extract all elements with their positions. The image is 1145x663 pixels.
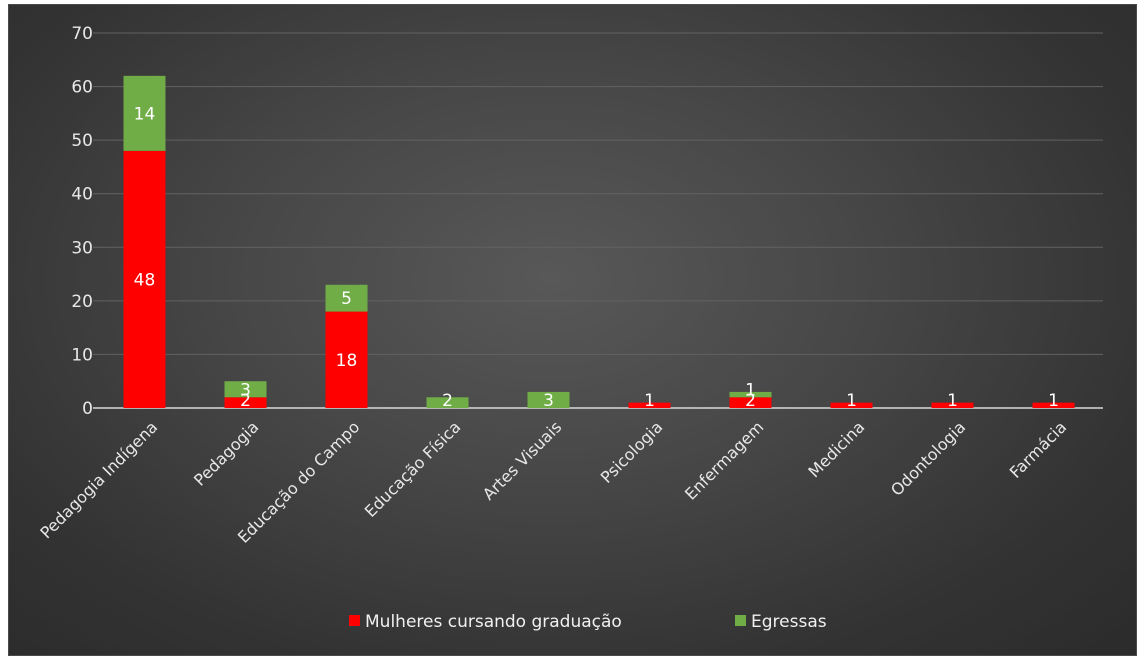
data-label: 2 bbox=[745, 391, 756, 411]
legend-label: Mulheres cursando graduação bbox=[365, 612, 622, 632]
bar-segment bbox=[123, 75, 166, 151]
x-tick-label: Artes Visuais bbox=[479, 417, 565, 503]
bar-segment bbox=[527, 391, 570, 408]
data-label: 1 bbox=[846, 391, 857, 411]
x-tick-label: Psicologia bbox=[597, 417, 667, 487]
bars bbox=[123, 75, 1075, 408]
legend-label: Egressas bbox=[751, 612, 827, 632]
bar-segment bbox=[325, 311, 368, 408]
y-tick-label: 70 bbox=[71, 24, 93, 44]
data-label: 1 bbox=[1048, 391, 1059, 411]
legend-swatch bbox=[349, 615, 360, 626]
data-label: 2 bbox=[442, 391, 453, 411]
data-label: 1 bbox=[644, 391, 655, 411]
x-tick-label: Odontologia bbox=[887, 417, 969, 499]
y-tick-label: 40 bbox=[71, 185, 93, 205]
legend: Mulheres cursando graduação Egressas bbox=[349, 612, 827, 632]
chart-area: 0 10 20 30 40 50 60 70 48 14 2 3 18 5 2 3 1 2 1 1 1 1 Pedago… bbox=[8, 4, 1137, 656]
legend-swatch bbox=[735, 615, 746, 626]
x-tick-label: Medicina bbox=[804, 417, 868, 481]
gridlines bbox=[93, 32, 1103, 409]
y-axis-tick-labels: 0 10 20 30 40 50 60 70 bbox=[71, 24, 93, 419]
x-tick-label: Pedagogia bbox=[190, 417, 262, 489]
data-label: 2 bbox=[240, 391, 251, 411]
data-label: 3 bbox=[240, 380, 251, 400]
data-label: 5 bbox=[341, 289, 352, 309]
y-tick-label: 10 bbox=[71, 345, 93, 365]
bar-segment bbox=[224, 381, 267, 398]
bar-segment bbox=[1032, 402, 1075, 408]
bar-segment bbox=[729, 397, 772, 408]
x-tick-label: Educação Física bbox=[361, 417, 465, 521]
y-tick-label: 20 bbox=[71, 292, 93, 312]
data-label: 1 bbox=[745, 380, 756, 400]
x-tick-label: Pedagogia Indígena bbox=[36, 417, 161, 542]
x-tick-label: Enfermagem bbox=[681, 417, 767, 503]
y-tick-label: 60 bbox=[71, 78, 93, 98]
y-tick-label: 50 bbox=[71, 131, 93, 151]
data-label: 3 bbox=[543, 391, 554, 411]
y-tick-label: 0 bbox=[82, 399, 93, 419]
bar-segment bbox=[931, 402, 974, 408]
bar-segment bbox=[729, 391, 772, 398]
bar-segment bbox=[628, 402, 671, 408]
bar-segment bbox=[830, 402, 873, 408]
data-label: 1 bbox=[947, 391, 958, 411]
x-tick-label: Farmácia bbox=[1006, 417, 1071, 482]
data-label: 48 bbox=[134, 270, 156, 290]
bar-segment bbox=[426, 397, 469, 408]
bar-segment bbox=[224, 397, 267, 408]
data-label: 18 bbox=[336, 351, 358, 371]
bar-segment bbox=[123, 150, 166, 408]
data-label: 14 bbox=[134, 104, 156, 124]
y-tick-label: 30 bbox=[71, 238, 93, 258]
bar-segment bbox=[325, 284, 368, 312]
